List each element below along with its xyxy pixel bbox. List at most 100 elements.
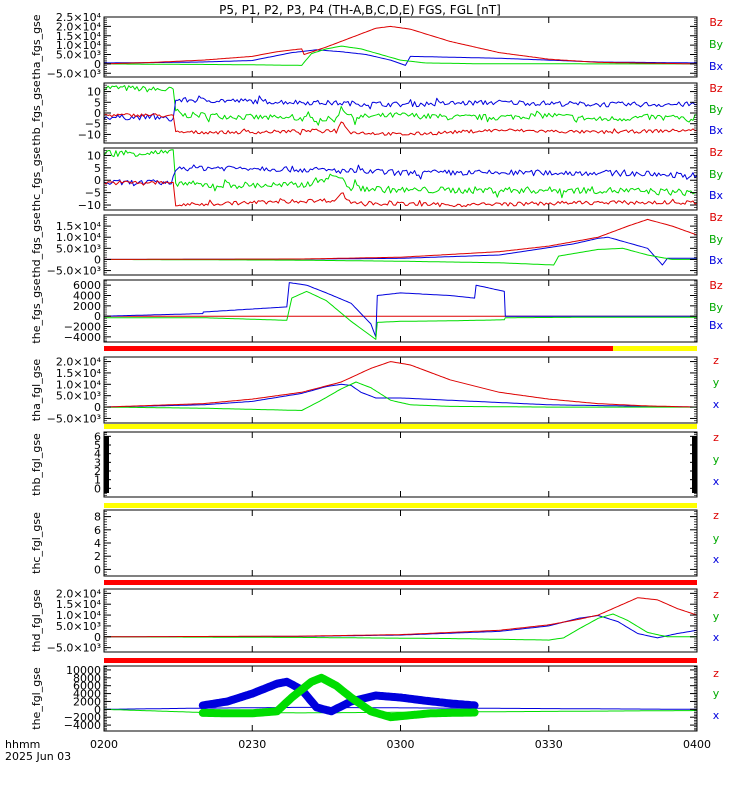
y-tick-label: 0	[94, 703, 101, 716]
series-group	[104, 361, 697, 411]
y-tick-label: 4000	[73, 290, 101, 303]
legend-entry: Bz	[709, 211, 723, 224]
series-line-y	[104, 381, 697, 411]
y-tick-label: 4	[94, 448, 101, 461]
y-tick-label: 0	[94, 482, 101, 495]
series-line-Bz	[104, 218, 697, 260]
legend-entry: Bx	[709, 60, 724, 73]
panel-frame	[103, 431, 698, 498]
legend-entry: z	[713, 667, 719, 680]
series-line-Bx	[104, 282, 697, 338]
y-tick-label: 1.5×10⁴	[56, 220, 102, 233]
series-group	[104, 85, 697, 136]
y-tick-label: 5.0×10³	[56, 49, 101, 62]
y-tick-label: 8000	[73, 672, 101, 685]
legend-entry: Bx	[709, 124, 724, 137]
y-tick-label: −5	[85, 118, 101, 131]
y-tick-label: 4	[94, 537, 101, 550]
status-bar-segment	[104, 424, 697, 429]
y-tick-label: 0	[94, 310, 101, 323]
x-tick-label: 0400	[683, 738, 711, 751]
series-line-x	[104, 383, 697, 408]
y-axis-label: the_fgs_gse	[30, 278, 43, 343]
legend-entry: Bz	[709, 146, 723, 159]
series-group	[104, 218, 697, 266]
y-tick-label: 5.0×10³	[56, 620, 101, 633]
series-line-Bx	[104, 164, 697, 187]
y-tick-label: 6000	[73, 279, 101, 292]
y-tick-label: 10000	[66, 664, 101, 677]
series-line-By	[104, 149, 697, 199]
y-tick-label: 5	[94, 162, 101, 175]
legend-entry: y	[713, 376, 720, 389]
series-line-By	[104, 290, 697, 340]
y-tick-label: 1.0×10⁴	[56, 39, 102, 52]
y-axis-label: tha_fgs_gse	[30, 14, 43, 79]
y-tick-label: 2	[94, 465, 101, 478]
legend-entry: z	[713, 354, 719, 367]
series-line-Bz	[104, 180, 697, 208]
legend-entry: By	[709, 168, 724, 181]
series-group	[104, 149, 697, 208]
series-line-By	[104, 45, 697, 66]
legend-entry: By	[709, 103, 724, 116]
series-group	[104, 282, 697, 340]
y-tick-label: 10	[87, 149, 101, 162]
y-tick-label: 1.5×10⁴	[56, 367, 102, 380]
legend-entry: x	[713, 631, 720, 644]
series-group	[104, 597, 697, 641]
legend-entry: By	[709, 301, 724, 314]
y-tick-label: −5.0×10³	[47, 265, 101, 278]
y-tick-label: 0	[94, 58, 101, 71]
series-group	[104, 25, 697, 66]
legend-entry: Bx	[709, 189, 724, 202]
panel-frame	[103, 214, 698, 276]
y-axis-label: thc_fgs_gse	[30, 147, 43, 212]
x-tick-label: 0200	[90, 738, 118, 751]
series-line-y	[198, 673, 479, 722]
y-tick-label: 2	[94, 550, 101, 563]
y-tick-label: 1.0×10⁴	[56, 609, 102, 622]
date-label: 2025 Jun 03	[5, 750, 71, 763]
y-tick-label: 0	[94, 563, 101, 576]
status-bar-segment	[104, 503, 697, 508]
series-line-Bz	[104, 25, 697, 65]
y-axis-label: thd_fgl_gse	[30, 589, 43, 652]
legend-entry: z	[713, 431, 719, 444]
y-tick-label: 0	[94, 401, 101, 414]
series-line-x	[198, 677, 479, 716]
legend-entry: x	[713, 553, 720, 566]
y-tick-label: 3	[94, 456, 101, 469]
legend-entry: Bx	[709, 319, 724, 332]
y-axis-label: thc_fgl_gse	[30, 512, 43, 574]
y-tick-label: −2000	[64, 321, 101, 334]
y-tick-label: 6	[94, 430, 101, 443]
y-tick-label: 5	[94, 439, 101, 452]
series-line-y	[104, 613, 697, 641]
y-tick-label: 5.0×10³	[56, 242, 101, 255]
legend-entry: x	[713, 398, 720, 411]
y-tick-label: −4000	[64, 719, 101, 732]
legend-entry: Bz	[709, 279, 723, 292]
panel-tha_fgs_gse: 2.5×10⁴2.0×10⁴1.5×10⁴1.0×10⁴5.0×10³0−5.0…	[30, 11, 724, 80]
legend-entry: x	[713, 475, 720, 488]
series-line-Bx	[104, 49, 697, 66]
panel-frame	[103, 147, 698, 211]
y-axis-label: thb_fgs_gse	[30, 80, 43, 146]
y-tick-label: 1.0×10⁴	[56, 231, 102, 244]
y-tick-label: −2000	[64, 711, 101, 724]
legend-entry: z	[713, 588, 719, 601]
status-bar-segment	[104, 658, 697, 663]
panel-frame	[103, 279, 698, 343]
legend-entry: y	[713, 453, 720, 466]
y-tick-label: 10	[87, 86, 101, 99]
x-axis: 0200 0230 0300 0330 0400	[90, 738, 711, 751]
series-group	[104, 673, 697, 722]
